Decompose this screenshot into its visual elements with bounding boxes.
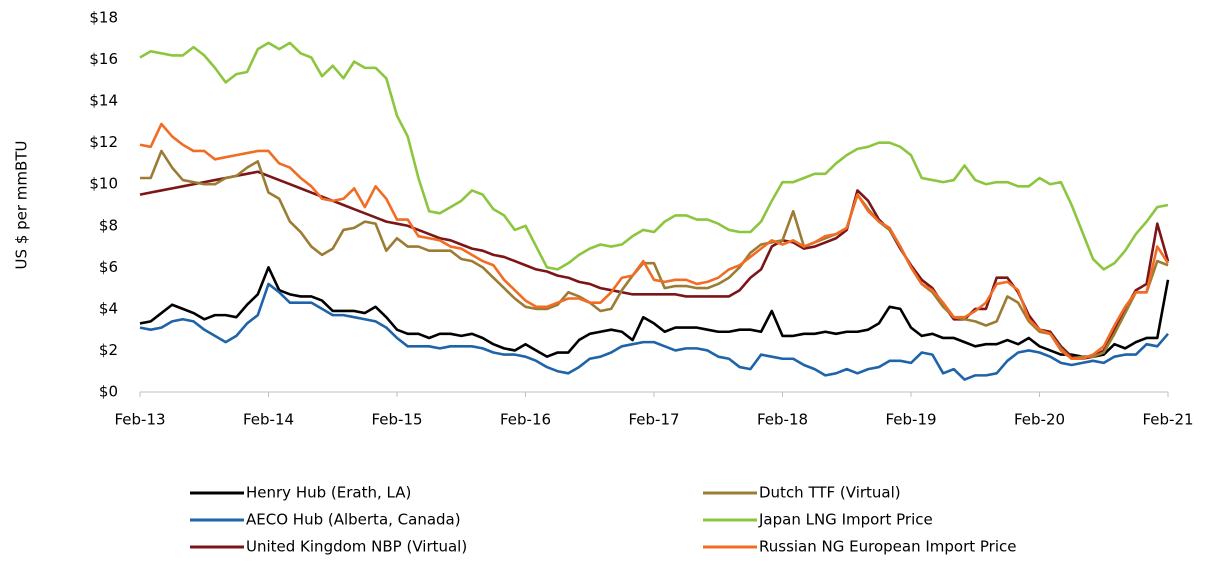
y-tick-label: $4 [99,299,118,317]
x-tick-label: Feb-15 [371,411,422,429]
y-tick-label: $0 [99,383,118,401]
x-tick-label: Feb-20 [1014,411,1065,429]
series-line [140,149,1169,361]
series-line [139,170,1170,361]
series-line [139,282,1169,381]
y-tick-label: $2 [99,341,118,359]
legend-label: Henry Hub (Erath, LA) [246,484,411,502]
series-line [139,122,1170,361]
x-tick-label: Feb-21 [1142,411,1193,429]
legend-label: AECO Hub (Alberta, Canada) [246,511,461,529]
legend-label: United Kingdom NBP (Virtual) [246,538,467,556]
y-tick-label: $18 [89,9,118,27]
x-tick-label: Feb-14 [243,411,294,429]
y-tick-label: $8 [99,216,118,234]
y-tick-label: $6 [99,258,118,276]
legend-label: Dutch TTF (Virtual) [759,484,901,502]
y-tick-label: $14 [89,92,118,110]
legend-label: Russian NG European Import Price [759,538,1017,556]
series-line [139,41,1169,271]
x-tick-label: Feb-13 [114,411,165,429]
series-line [139,266,1170,358]
y-tick-label: $16 [89,50,118,68]
x-tick-label: Feb-16 [500,411,551,429]
y-tick-label: $10 [89,175,118,193]
y-tick-label: $12 [89,133,118,151]
y-axis-label: US $ per mmBTU [13,141,31,270]
legend-label: Japan LNG Import Price [758,511,933,529]
x-tick-label: Feb-19 [885,411,936,429]
x-tick-label: Feb-17 [628,411,679,429]
x-tick-label: Feb-18 [757,411,808,429]
